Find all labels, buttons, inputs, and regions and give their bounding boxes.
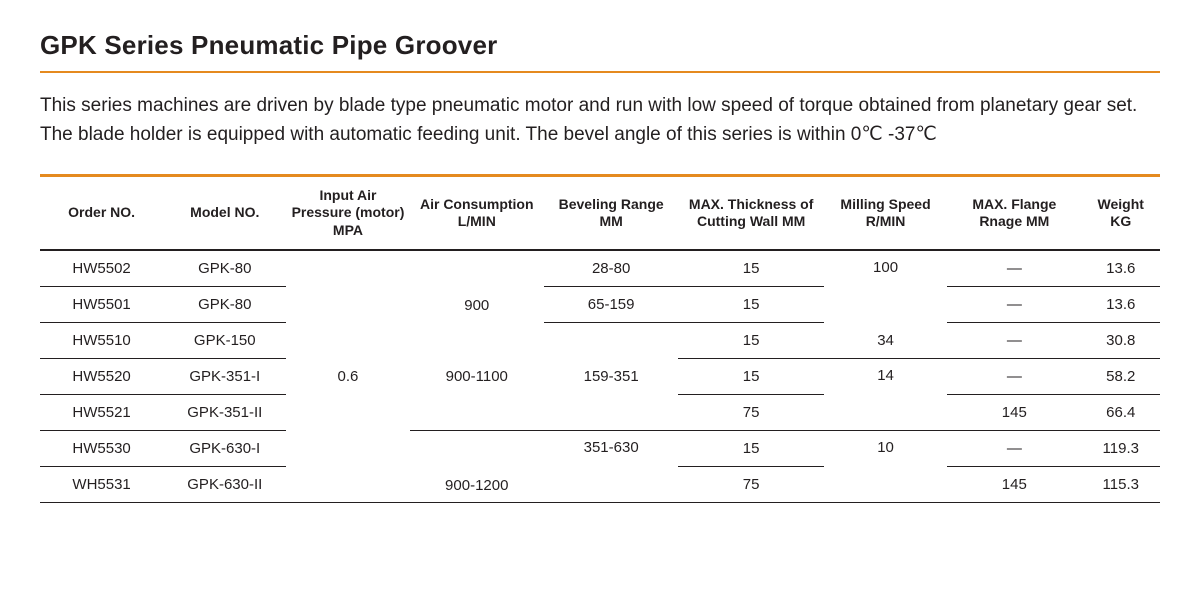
cell-weight: 119.3 bbox=[1082, 430, 1160, 466]
cell-flange: — bbox=[947, 286, 1081, 322]
cell-speed: 100 bbox=[824, 250, 947, 322]
table-row: HW5530 GPK-630-I 900-1200 351-630 15 10 … bbox=[40, 430, 1160, 466]
cell-order: HW5510 bbox=[40, 322, 163, 358]
cell-order: HW5521 bbox=[40, 394, 163, 430]
page-title: GPK Series Pneumatic Pipe Groover bbox=[40, 30, 1160, 61]
table-header-row: Order NO. Model NO. Input Air Pressure (… bbox=[40, 177, 1160, 251]
cell-weight: 30.8 bbox=[1082, 322, 1160, 358]
cell-air: 900 bbox=[410, 250, 544, 322]
spec-table-container: Order NO. Model NO. Input Air Pressure (… bbox=[40, 174, 1160, 503]
cell-bevel: 351-630 bbox=[544, 430, 678, 502]
cell-flange: 145 bbox=[947, 394, 1081, 430]
title-underline bbox=[40, 71, 1160, 73]
cell-pressure: 0.6 bbox=[286, 250, 409, 502]
cell-model: GPK-351-II bbox=[163, 394, 286, 430]
col-header-weight: Weight KG bbox=[1082, 177, 1160, 251]
cell-model: GPK-150 bbox=[163, 322, 286, 358]
cell-thick: 15 bbox=[678, 322, 824, 358]
cell-order: HW5501 bbox=[40, 286, 163, 322]
cell-speed: 34 bbox=[824, 322, 947, 358]
cell-speed: 14 bbox=[824, 358, 947, 430]
cell-weight: 13.6 bbox=[1082, 286, 1160, 322]
cell-flange: — bbox=[947, 430, 1081, 466]
description-block: This series machines are driven by blade… bbox=[40, 91, 1160, 150]
cell-model: GPK-630-I bbox=[163, 430, 286, 466]
cell-weight: 13.6 bbox=[1082, 250, 1160, 286]
cell-thick: 75 bbox=[678, 394, 824, 430]
table-row: HW5502 GPK-80 0.6 900 28-80 15 100 — 13.… bbox=[40, 250, 1160, 286]
cell-speed: 10 bbox=[824, 430, 947, 502]
cell-bevel: 65-159 bbox=[544, 286, 678, 322]
cell-air: 900-1100 bbox=[410, 322, 544, 430]
col-header-order: Order NO. bbox=[40, 177, 163, 251]
cell-bevel: 159-351 bbox=[544, 322, 678, 430]
spec-table: Order NO. Model NO. Input Air Pressure (… bbox=[40, 177, 1160, 503]
cell-model: GPK-351-I bbox=[163, 358, 286, 394]
cell-flange: — bbox=[947, 250, 1081, 286]
cell-thick: 15 bbox=[678, 250, 824, 286]
cell-flange: 145 bbox=[947, 466, 1081, 502]
col-header-thick: MAX. Thickness of Cutting Wall MM bbox=[678, 177, 824, 251]
cell-order: WH5531 bbox=[40, 466, 163, 502]
col-header-pressure: Input Air Pressure (motor) MPA bbox=[286, 177, 409, 251]
cell-thick: 75 bbox=[678, 466, 824, 502]
col-header-model: Model NO. bbox=[163, 177, 286, 251]
col-header-speed: Milling Speed R/MIN bbox=[824, 177, 947, 251]
description-line-1: This series machines are driven by blade… bbox=[40, 95, 1137, 116]
table-row: HW5501 GPK-80 65-159 15 — 13.6 bbox=[40, 286, 1160, 322]
cell-flange: — bbox=[947, 322, 1081, 358]
col-header-air: Air Consumption L/MIN bbox=[410, 177, 544, 251]
cell-flange: — bbox=[947, 358, 1081, 394]
cell-model: GPK-80 bbox=[163, 250, 286, 286]
cell-order: HW5530 bbox=[40, 430, 163, 466]
col-header-flange: MAX. Flange Rnage MM bbox=[947, 177, 1081, 251]
cell-bevel: 28-80 bbox=[544, 250, 678, 286]
cell-model: GPK-630-II bbox=[163, 466, 286, 502]
cell-weight: 58.2 bbox=[1082, 358, 1160, 394]
cell-model: GPK-80 bbox=[163, 286, 286, 322]
cell-thick: 15 bbox=[678, 430, 824, 466]
description-line-2: The blade holder is equipped with automa… bbox=[40, 124, 937, 145]
cell-thick: 15 bbox=[678, 358, 824, 394]
cell-order: HW5520 bbox=[40, 358, 163, 394]
cell-order: HW5502 bbox=[40, 250, 163, 286]
col-header-bevel: Beveling Range MM bbox=[544, 177, 678, 251]
table-row: HW5510 GPK-150 900-1100 159-351 15 34 — … bbox=[40, 322, 1160, 358]
cell-weight: 66.4 bbox=[1082, 394, 1160, 430]
cell-weight: 115.3 bbox=[1082, 466, 1160, 502]
cell-thick: 15 bbox=[678, 286, 824, 322]
cell-air: 900-1200 bbox=[410, 430, 544, 502]
